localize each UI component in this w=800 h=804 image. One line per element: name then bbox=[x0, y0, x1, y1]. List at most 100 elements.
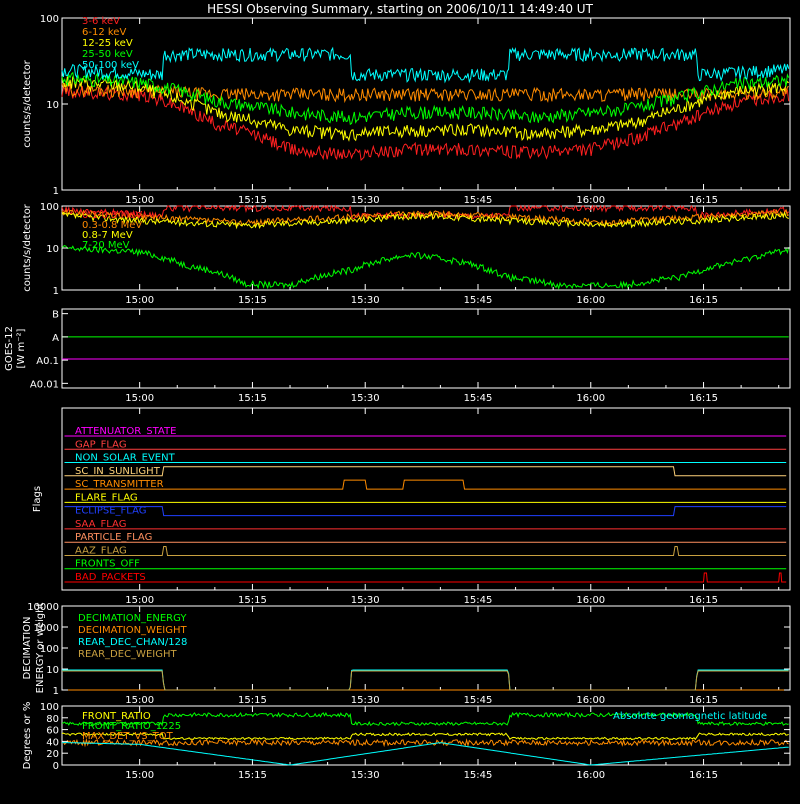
legend-entry: 7-20 MeV bbox=[82, 240, 130, 251]
y-tick-label: 20 bbox=[46, 749, 59, 760]
series-line bbox=[61, 208, 789, 228]
y-axis-title: counts/s/detector bbox=[22, 59, 33, 147]
time-tick-label: 15:15 bbox=[238, 695, 267, 706]
y-tick-label: 60 bbox=[46, 726, 59, 737]
time-tick-label: 16:15 bbox=[689, 595, 718, 606]
time-tick-label: 15:15 bbox=[238, 393, 267, 404]
annotation: Absolute geomagnetic latitude bbox=[613, 711, 767, 722]
time-tick-label: 15:45 bbox=[464, 770, 493, 781]
time-tick-label: 15:00 bbox=[125, 695, 154, 706]
time-tick-label: 15:30 bbox=[351, 770, 380, 781]
time-tick-label: 15:45 bbox=[464, 295, 493, 306]
time-tick-label: 15:00 bbox=[125, 393, 154, 404]
legend-entry: 0.3-0.8 MeV bbox=[82, 220, 142, 231]
time-tick-label: 15:15 bbox=[238, 770, 267, 781]
y-tick-label: 80 bbox=[46, 714, 59, 725]
legend-entry: 6-12 keV bbox=[82, 27, 126, 38]
series-line bbox=[61, 732, 789, 741]
y-tick-label: 100 bbox=[40, 702, 59, 713]
time-tick-label: 16:00 bbox=[576, 195, 605, 206]
y-axis-title: Degrees or % bbox=[22, 702, 33, 770]
y-tick-label: 10 bbox=[46, 665, 59, 676]
flag-label: GAP_FLAG bbox=[75, 439, 127, 450]
flag-label: ECLIPSE_FLAG bbox=[75, 506, 146, 517]
time-tick-label: 15:45 bbox=[464, 195, 493, 206]
time-tick-label: 16:15 bbox=[689, 695, 718, 706]
flag-label: SC_IN_SUNLIGHT bbox=[75, 466, 161, 477]
legend-entry: MAX_DET_VS_TOT bbox=[82, 731, 174, 742]
legend-entry: REAR_DEC_WEIGHT bbox=[78, 649, 177, 660]
time-tick-label: 16:00 bbox=[576, 595, 605, 606]
series-line bbox=[61, 46, 790, 84]
legend-entry: DECIMATION_WEIGHT bbox=[78, 625, 187, 636]
panel-highE: 15:00 15:15 15:30 15:45 16:00 16:15 1 10 100 coun… bbox=[22, 202, 791, 306]
panels: 15:00 15:15 15:30 15:45 16:00 16:15110100coun… bbox=[4, 14, 791, 781]
flag-line bbox=[64, 572, 787, 583]
flag-line bbox=[64, 466, 787, 477]
time-tick-label: 15:45 bbox=[464, 695, 493, 706]
time-tick-label: 15:15 bbox=[238, 295, 267, 306]
panel-frame bbox=[61, 308, 791, 389]
legend-entry: FRONT_RATIO bbox=[82, 711, 151, 722]
y-tick-label: 0 bbox=[53, 761, 59, 772]
y-tick-label: A bbox=[52, 333, 59, 344]
flag-label: ATTENUATOR_STATE bbox=[75, 426, 176, 437]
time-tick-label: 15:00 bbox=[125, 195, 154, 206]
time-tick-label: 15:30 bbox=[351, 393, 380, 404]
y-axis-title: ENERGY or weight bbox=[35, 603, 46, 694]
time-tick-label: 16:15 bbox=[689, 195, 718, 206]
y-tick-label: 100 bbox=[40, 202, 59, 213]
flag-line bbox=[64, 546, 787, 556]
time-tick-label: 15:30 bbox=[351, 595, 380, 606]
time-tick-label: 15:00 bbox=[125, 595, 154, 606]
panel-frame bbox=[61, 705, 791, 766]
time-tick-label: 15:00 bbox=[125, 770, 154, 781]
y-tick-label: 1 bbox=[53, 286, 59, 297]
y-tick-label: 10000 bbox=[27, 602, 59, 613]
series-line bbox=[61, 211, 789, 230]
time-tick-label: 15:30 bbox=[351, 295, 380, 306]
time-tick-label: 15:00 bbox=[125, 295, 154, 306]
time-tick-label: 15:15 bbox=[238, 595, 267, 606]
legend-entry: FRONT_RATIO_1225 bbox=[82, 721, 181, 732]
y-axis-title: DECIMATION bbox=[22, 616, 33, 679]
time-tick-label: 16:15 bbox=[689, 295, 718, 306]
time-tick-label: 16:00 bbox=[576, 393, 605, 404]
y-tick-label: 10 bbox=[46, 100, 59, 111]
panel-goes: 15:00 15:15 15:30 15:45 16:00 16:15 A0.01 A0.1 A… bbox=[4, 308, 791, 404]
panel-frame bbox=[61, 407, 791, 591]
y-tick-label: 1 bbox=[53, 686, 59, 697]
y-tick-label: A0.1 bbox=[36, 356, 59, 367]
time-tick-label: 16:15 bbox=[689, 393, 718, 404]
flag-label: NON_SOLAR_EVENT bbox=[75, 453, 176, 464]
y-tick-label: 1000 bbox=[34, 623, 59, 634]
y-axis-title: [W m⁻²] bbox=[16, 328, 27, 368]
y-axis-title: Flags bbox=[32, 486, 43, 512]
y-tick-label: 40 bbox=[46, 737, 59, 748]
panel-decimation: 15:00 15:15 15:30 15:45 16:00 16:15 1 10 100 1000… bbox=[22, 602, 791, 706]
y-tick-label: B bbox=[52, 310, 59, 321]
time-tick-label: 16:00 bbox=[576, 770, 605, 781]
flag-label: BAD_PACKETS bbox=[75, 572, 146, 583]
legend-entry: 50-100 keV bbox=[82, 60, 139, 71]
y-tick-label: 1 bbox=[53, 186, 59, 197]
legend-entry: 12-25 keV bbox=[82, 38, 133, 49]
flag-label: PARTICLE_FLAG bbox=[75, 532, 152, 543]
flag-label: AAZ_FLAG bbox=[75, 545, 127, 556]
legend-entry: 25-50 keV bbox=[82, 49, 133, 60]
series-line bbox=[61, 76, 790, 142]
time-tick-label: 16:15 bbox=[689, 770, 718, 781]
panel-ratios: 15:00 15:15 15:30 15:45 16:00 16:15 0204060801… bbox=[22, 702, 791, 781]
figure-title: HESSI Observing Summary, starting on 200… bbox=[207, 2, 593, 16]
time-tick-label: 16:00 bbox=[576, 295, 605, 306]
time-tick-label: 15:30 bbox=[351, 195, 380, 206]
y-axis-title: counts/s/detector bbox=[22, 203, 33, 291]
y-axis-title: GOES-12 bbox=[4, 326, 15, 371]
y-tick-label: 100 bbox=[40, 14, 59, 25]
legend-entry: 0.8-7 MeV bbox=[82, 230, 133, 241]
series-line bbox=[61, 711, 789, 727]
flag-label: FRONTS_OFF bbox=[75, 559, 140, 570]
series-line bbox=[61, 245, 790, 291]
